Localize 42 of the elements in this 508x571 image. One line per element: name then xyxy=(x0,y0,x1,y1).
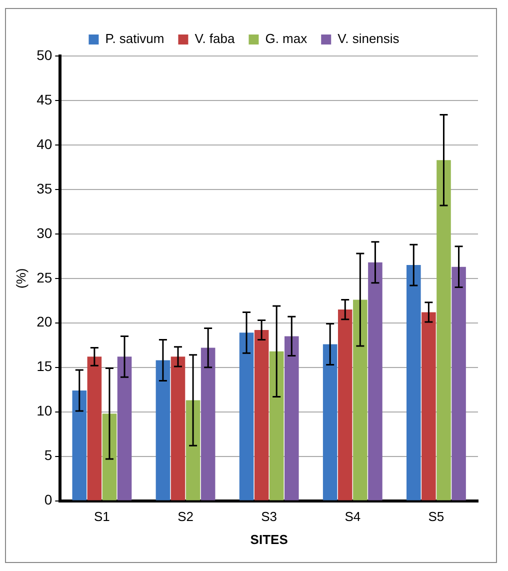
bar xyxy=(200,348,216,500)
y-tick-label: 30 xyxy=(36,224,52,241)
bar xyxy=(254,330,269,500)
y-axis-title: (%) xyxy=(13,268,28,289)
bar xyxy=(322,344,338,500)
bar xyxy=(170,356,186,500)
bar xyxy=(186,400,200,500)
y-tick-label: 5 xyxy=(44,447,52,464)
bar xyxy=(452,266,466,500)
y-tick-label: 25 xyxy=(36,269,52,286)
x-tick-label: S1 xyxy=(94,509,110,524)
bar xyxy=(87,356,102,500)
legend-label: P. sativum xyxy=(105,31,164,46)
legend-label: V. faba xyxy=(194,31,236,46)
legend-label: V. sinensis xyxy=(338,31,400,46)
y-tick-label: 50 xyxy=(36,46,52,63)
legend-label: G. max xyxy=(265,31,308,46)
bar xyxy=(117,356,132,500)
bar xyxy=(368,262,382,500)
x-tick-label: S4 xyxy=(344,509,361,524)
y-tick-label: 0 xyxy=(44,492,52,508)
bar xyxy=(422,312,436,500)
y-tick-label: 20 xyxy=(36,314,52,330)
x-tick-label: S2 xyxy=(178,509,194,524)
bar xyxy=(269,351,284,500)
bar xyxy=(338,310,352,500)
x-tick-label: S3 xyxy=(261,509,278,524)
y-tick-label: 15 xyxy=(36,358,52,374)
bar xyxy=(102,414,117,500)
y-tick-label: 10 xyxy=(36,402,52,419)
bar xyxy=(436,160,451,500)
x-tick-label: S5 xyxy=(428,509,444,524)
bar xyxy=(239,332,254,500)
bar xyxy=(72,390,87,500)
y-tick-label: 45 xyxy=(36,91,52,108)
y-tick-label: 40 xyxy=(36,136,52,152)
bar xyxy=(353,300,368,500)
bar xyxy=(406,265,421,500)
bar xyxy=(156,360,170,500)
bar xyxy=(284,336,299,500)
y-tick-label: 35 xyxy=(36,180,52,196)
x-axis-title: SITES xyxy=(250,532,288,547)
